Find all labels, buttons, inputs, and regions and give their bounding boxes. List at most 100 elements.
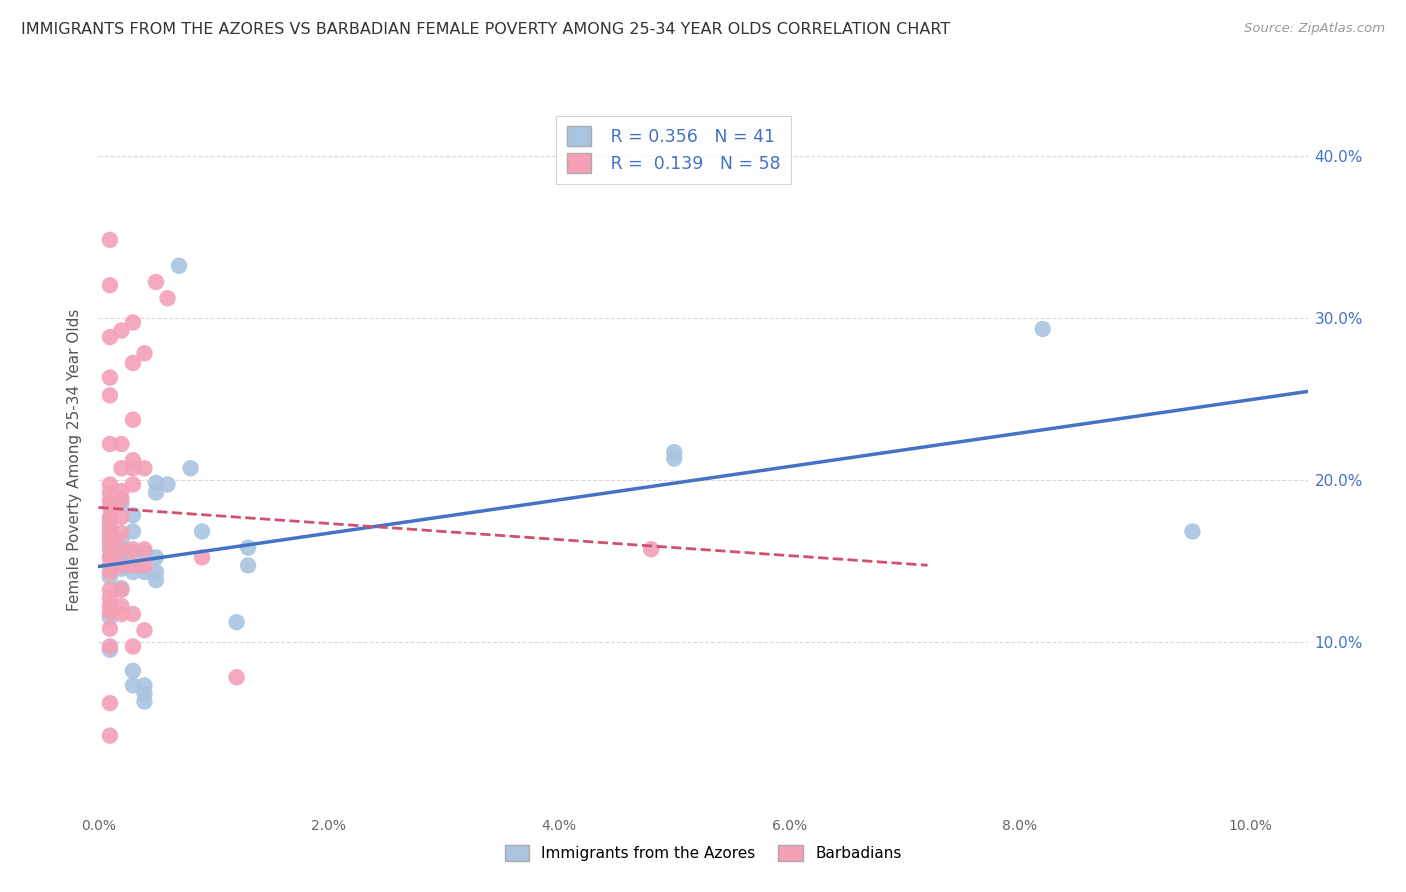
Point — [167, 259, 190, 273]
Point — [134, 695, 156, 709]
Point — [122, 678, 145, 692]
Point — [134, 686, 156, 700]
Point — [1032, 322, 1054, 336]
Point — [98, 477, 121, 491]
Point — [236, 541, 259, 555]
Point — [122, 524, 145, 539]
Point — [98, 521, 121, 535]
Point — [110, 509, 132, 524]
Point — [98, 534, 121, 549]
Point — [110, 558, 132, 573]
Point — [134, 545, 156, 559]
Point — [110, 461, 132, 475]
Point — [98, 729, 121, 743]
Point — [110, 497, 132, 511]
Point — [110, 599, 132, 613]
Legend: Immigrants from the Azores, Barbadians: Immigrants from the Azores, Barbadians — [499, 838, 907, 868]
Point — [110, 550, 132, 565]
Point — [134, 565, 156, 579]
Point — [110, 542, 132, 557]
Point — [145, 573, 167, 587]
Point — [110, 545, 132, 559]
Point — [122, 558, 145, 573]
Point — [98, 606, 121, 620]
Point — [98, 233, 121, 247]
Point — [664, 445, 686, 459]
Point — [236, 558, 259, 573]
Point — [98, 550, 121, 565]
Point — [98, 565, 121, 579]
Point — [98, 582, 121, 597]
Point — [98, 640, 121, 654]
Point — [98, 388, 121, 402]
Point — [98, 278, 121, 293]
Point — [98, 370, 121, 384]
Point — [98, 610, 121, 624]
Point — [110, 483, 132, 498]
Point — [98, 537, 121, 551]
Point — [110, 437, 132, 451]
Point — [98, 509, 121, 524]
Point — [98, 591, 121, 605]
Point — [110, 562, 132, 576]
Point — [134, 558, 156, 573]
Point — [145, 485, 167, 500]
Text: Source: ZipAtlas.com: Source: ZipAtlas.com — [1244, 22, 1385, 36]
Point — [122, 453, 145, 467]
Point — [98, 599, 121, 613]
Point — [122, 542, 145, 557]
Point — [98, 518, 121, 533]
Point — [145, 550, 167, 565]
Point — [98, 696, 121, 710]
Point — [145, 475, 167, 490]
Point — [122, 461, 145, 475]
Point — [1181, 524, 1204, 539]
Point — [110, 533, 132, 547]
Point — [98, 513, 121, 527]
Point — [122, 607, 145, 621]
Point — [98, 529, 121, 543]
Y-axis label: Female Poverty Among 25-34 Year Olds: Female Poverty Among 25-34 Year Olds — [67, 309, 83, 610]
Point — [98, 622, 121, 636]
Point — [191, 524, 214, 539]
Point — [134, 461, 156, 475]
Point — [98, 485, 121, 500]
Point — [122, 356, 145, 370]
Point — [122, 664, 145, 678]
Point — [122, 508, 145, 523]
Point — [98, 558, 121, 573]
Point — [156, 477, 179, 491]
Point — [225, 615, 247, 630]
Point — [98, 493, 121, 508]
Point — [134, 678, 156, 692]
Point — [180, 461, 202, 475]
Point — [191, 550, 214, 565]
Point — [98, 642, 121, 657]
Point — [98, 526, 121, 541]
Point — [98, 330, 121, 344]
Point — [122, 316, 145, 330]
Point — [664, 451, 686, 466]
Point — [122, 545, 145, 559]
Point — [98, 542, 121, 557]
Point — [98, 570, 121, 584]
Point — [98, 437, 121, 451]
Point — [145, 275, 167, 289]
Point — [98, 500, 121, 515]
Point — [110, 582, 132, 597]
Point — [110, 607, 132, 621]
Point — [110, 491, 132, 506]
Point — [122, 413, 145, 427]
Point — [110, 526, 132, 541]
Point — [134, 624, 156, 638]
Point — [134, 542, 156, 557]
Point — [122, 640, 145, 654]
Point — [110, 324, 132, 338]
Point — [640, 542, 662, 557]
Point — [145, 565, 167, 579]
Point — [110, 581, 132, 595]
Point — [134, 346, 156, 360]
Point — [156, 291, 179, 305]
Point — [122, 477, 145, 491]
Point — [122, 565, 145, 579]
